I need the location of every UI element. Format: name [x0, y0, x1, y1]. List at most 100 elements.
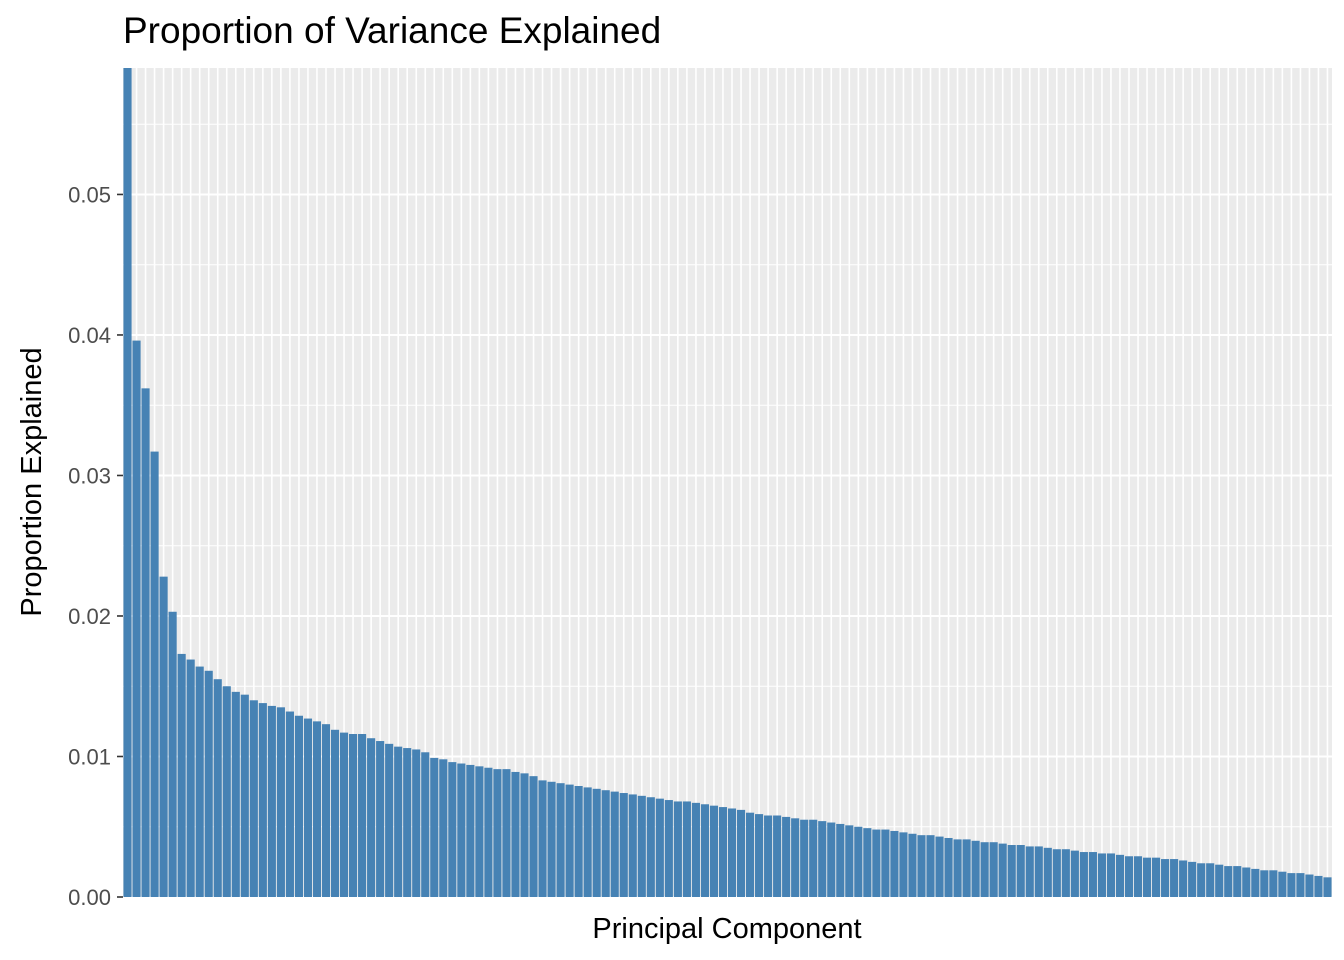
bar [953, 839, 962, 897]
bar [836, 823, 845, 897]
bar [628, 794, 637, 897]
bar [222, 686, 231, 897]
bar [123, 68, 132, 897]
bar [1142, 857, 1152, 897]
bar [1296, 873, 1305, 897]
bar [980, 842, 989, 897]
bar [809, 819, 818, 897]
bar [655, 798, 664, 897]
bar [1323, 877, 1332, 897]
bar [944, 837, 953, 897]
bar [646, 797, 655, 897]
bar [258, 703, 267, 897]
bar [330, 729, 340, 897]
bar [800, 819, 809, 897]
y-axis-ticks: 0.00 0.01 0.02 0.03 0.04 0.05 [68, 182, 123, 910]
bar [1278, 871, 1287, 897]
bar [682, 801, 691, 897]
bar [177, 653, 186, 897]
bar [592, 788, 601, 897]
bar [755, 814, 764, 897]
bar [141, 388, 150, 897]
bar [466, 764, 475, 897]
bar [745, 812, 755, 897]
bar [457, 763, 466, 897]
bar [881, 829, 890, 897]
bar [565, 784, 574, 897]
bar [998, 843, 1007, 897]
bar [673, 801, 682, 897]
bar [439, 759, 448, 897]
bar [276, 707, 285, 897]
bar [1224, 866, 1233, 897]
bar [664, 800, 673, 897]
bar [700, 804, 710, 897]
bar [764, 815, 773, 897]
bar [863, 828, 872, 897]
bar [1287, 873, 1296, 897]
bar [935, 836, 944, 897]
bar [1206, 863, 1215, 897]
bar [782, 816, 791, 897]
bar [430, 757, 439, 897]
bar [917, 835, 926, 897]
bar [1052, 849, 1061, 897]
bar [493, 769, 502, 897]
bar [303, 718, 313, 897]
bar [367, 738, 376, 897]
bar [637, 795, 646, 897]
bar [727, 808, 737, 897]
bar [773, 815, 782, 897]
bar [403, 748, 412, 897]
bar [583, 787, 592, 897]
y-tick-label: 0.01 [68, 744, 111, 769]
bar [1106, 853, 1116, 897]
bar [1314, 875, 1323, 897]
bar [1025, 846, 1034, 897]
bar [1043, 847, 1052, 897]
bar [412, 749, 421, 897]
bar [502, 769, 511, 897]
bar [285, 711, 294, 897]
bar [1124, 856, 1134, 897]
y-tick-label: 0.02 [68, 604, 111, 629]
bar [339, 732, 349, 897]
bar [1079, 852, 1088, 897]
bar [1061, 849, 1070, 897]
bar [1269, 870, 1278, 897]
bar [358, 734, 367, 897]
bar [1305, 874, 1314, 897]
bar [610, 791, 619, 897]
bar [1188, 861, 1197, 897]
bar [385, 743, 394, 897]
bar [1016, 845, 1025, 897]
bar [1260, 870, 1269, 897]
bar [213, 679, 222, 897]
bar [1197, 863, 1206, 897]
bar [159, 576, 168, 897]
bar [484, 767, 493, 897]
bar [349, 734, 358, 897]
bar [150, 451, 159, 897]
bar [619, 793, 628, 897]
bar [556, 783, 565, 897]
bar [1133, 856, 1143, 897]
bar [312, 721, 322, 897]
bar [899, 832, 908, 897]
chart-title: Proportion of Variance Explained [123, 10, 662, 51]
bar [1215, 864, 1224, 897]
y-tick-label: 0.03 [68, 463, 111, 488]
y-axis-title: Proportion Explained [16, 347, 48, 616]
bar [1070, 850, 1079, 897]
bar [971, 840, 980, 897]
bar [231, 691, 240, 897]
bars [123, 68, 1332, 897]
bar [845, 825, 854, 897]
bar [736, 809, 746, 897]
bar [475, 766, 484, 897]
bar [168, 611, 177, 897]
bar [574, 785, 583, 897]
bar [321, 724, 331, 897]
bar [791, 818, 800, 897]
